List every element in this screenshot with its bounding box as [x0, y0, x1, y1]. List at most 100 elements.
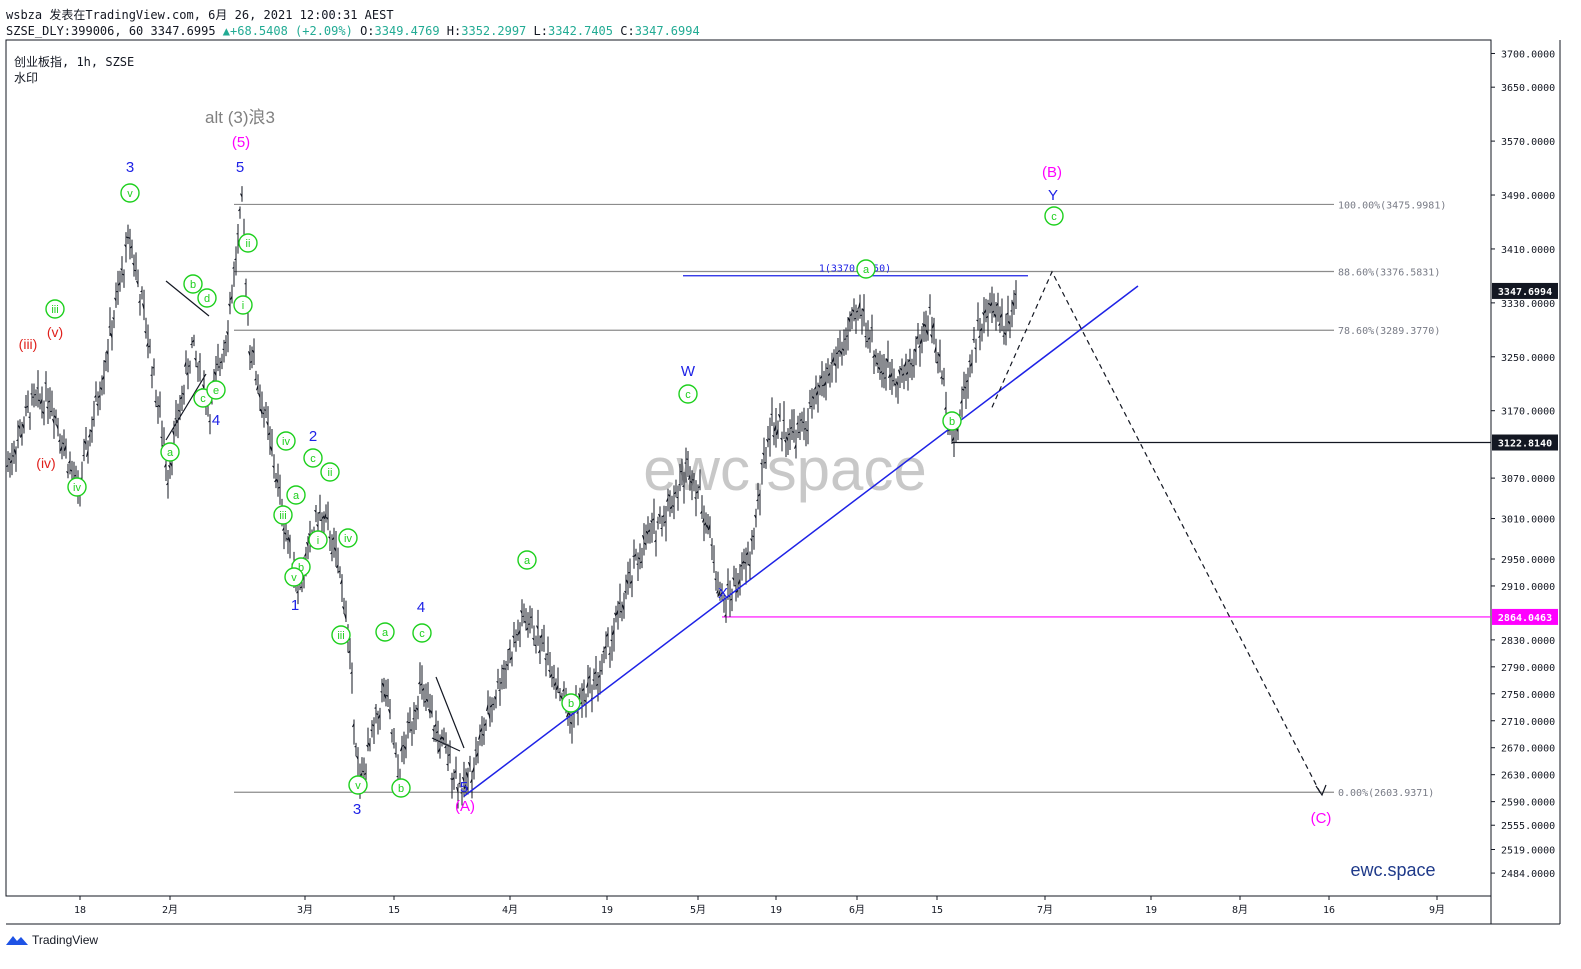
wave-label: 4: [212, 412, 220, 429]
price-bar-tick: [938, 353, 941, 358]
price-bar-tick: [446, 763, 449, 766]
fib-level-label: 88.60%(3376.5831): [1338, 267, 1440, 278]
price-bar-tick: [752, 535, 755, 538]
price-bar-tick: [300, 586, 303, 589]
symbol-name: 创业板指, 1h, SZSE: [14, 55, 135, 69]
price-bar-tick: [642, 535, 645, 541]
wave-label: a: [167, 447, 174, 459]
price-bar-tick: [890, 372, 893, 378]
tradingview-footer[interactable]: TradingView: [6, 933, 98, 947]
price-bar-tick: [596, 683, 599, 686]
price-bar-tick: [536, 625, 539, 630]
y-tick-label: 3010.0000: [1501, 515, 1555, 526]
price-bar-tick: [846, 335, 849, 337]
price-bar-tick: [646, 530, 649, 535]
price-bar-tick: [898, 369, 901, 376]
wave-label-circle: [375, 622, 395, 642]
price-bar-tick: [436, 730, 439, 734]
price-bar-tick: [578, 693, 581, 699]
wave-label: b: [568, 698, 574, 710]
price-bar-tick: [748, 563, 751, 567]
wave-label: v: [355, 780, 361, 792]
price-bar-tick: [178, 409, 181, 413]
price-bar-tick: [982, 312, 985, 316]
price-bar-tick: [90, 429, 93, 433]
price-bar-tick: [400, 746, 403, 752]
price-bar-tick: [906, 371, 909, 375]
price-bar-tick: [22, 423, 25, 429]
price-bar-tick: [602, 650, 605, 653]
price-bar-tick: [94, 395, 97, 398]
price-bar-tick: [472, 767, 475, 773]
price-bar-tick: [634, 553, 637, 557]
y-tick-label: 2910.0000: [1501, 582, 1555, 593]
wave-label-circle: [412, 623, 432, 643]
x-tick-label: 15: [931, 905, 943, 916]
price-bar-tick: [606, 633, 609, 637]
price-bar-tick: [936, 361, 939, 364]
price-bar-tick: [232, 266, 235, 269]
y-tick-label: 3170.0000: [1501, 407, 1555, 418]
wave-label: (v): [47, 324, 63, 340]
price-bar-tick: [362, 770, 365, 773]
price-bar-tick: [490, 704, 493, 708]
price-bar-tick: [194, 357, 197, 361]
price-bar-tick: [654, 539, 657, 543]
wave-label: 2: [309, 428, 317, 445]
price-bar-tick: [96, 403, 99, 407]
y-tick-label: 2630.0000: [1501, 771, 1555, 782]
price-bar-tick: [624, 590, 627, 594]
price-bar-tick: [468, 761, 471, 768]
price-bar-tick: [426, 698, 429, 703]
price-bar-tick: [608, 652, 611, 656]
price-bar-tick: [452, 777, 455, 780]
price-bar-tick: [146, 342, 149, 347]
price-bar-tick: [374, 707, 377, 709]
price-bar-tick: [742, 560, 745, 564]
price-label-bg: [1492, 282, 1558, 299]
price-bar-tick: [666, 497, 669, 502]
price-bar-tick: [754, 514, 757, 519]
change-value: +68.5408 (+2.09%): [230, 24, 353, 38]
price-bar-tick: [774, 424, 777, 432]
price-bar-tick: [34, 393, 37, 396]
wave-label: (5): [232, 134, 250, 151]
price-bar-tick: [718, 590, 721, 597]
y-tick-label: 3650.0000: [1501, 83, 1555, 94]
wave-label: i: [242, 300, 244, 312]
price-bar-tick: [952, 436, 955, 442]
price-bar-tick: [582, 687, 585, 691]
price-bar-tick: [534, 644, 537, 647]
price-bar-tick: [834, 363, 837, 367]
wave-label: W: [681, 363, 696, 380]
price-bar-tick: [822, 384, 825, 387]
price-bar-tick: [694, 497, 697, 499]
price-bar-tick: [698, 486, 701, 488]
wave-label-circle: [238, 233, 258, 253]
price-bar-tick: [66, 471, 69, 474]
price-bar-tick: [972, 338, 975, 341]
price-bar-tick: [224, 341, 227, 344]
price-bar-tick: [588, 675, 591, 679]
wave-label-circle: [45, 299, 65, 319]
price-bar-tick: [720, 592, 723, 597]
price-bar-tick: [656, 521, 659, 523]
y-tick-label: 3330.0000: [1501, 299, 1555, 310]
price-bar-tick: [392, 743, 395, 745]
price-bar-tick: [794, 444, 797, 449]
wave-label-circle: [273, 505, 293, 525]
price-bar-tick: [688, 474, 691, 480]
price-bar-tick: [788, 432, 791, 436]
y-tick-label: 3070.0000: [1501, 474, 1555, 485]
price-bar-tick: [126, 236, 129, 239]
wave-label: (iv): [36, 455, 55, 471]
fib-level-label: 0.00%(2603.9371): [1338, 788, 1434, 799]
price-bar-tick: [428, 708, 431, 714]
ohlc-bar: SZSE_DLY:399006, 60 3347.6995 ▲+68.5408 …: [6, 24, 700, 38]
x-tick-label: 19: [601, 905, 613, 916]
price-bar-tick: [900, 368, 903, 371]
price-bar-tick: [248, 351, 251, 356]
price-bar-tick: [820, 375, 823, 379]
price-bar-tick: [784, 439, 787, 444]
